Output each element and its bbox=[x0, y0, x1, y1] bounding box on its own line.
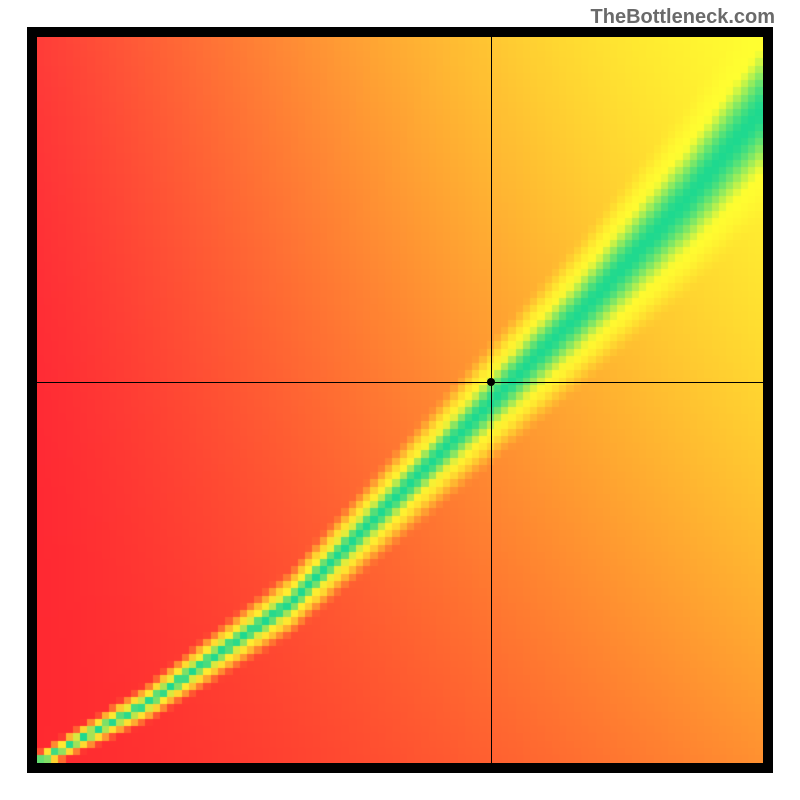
heatmap-canvas bbox=[37, 37, 763, 763]
chart-frame bbox=[27, 27, 773, 773]
crosshair-dot bbox=[487, 378, 495, 386]
plot-area bbox=[37, 37, 763, 763]
crosshair-horizontal bbox=[37, 382, 763, 383]
watermark-text: TheBottleneck.com bbox=[591, 6, 775, 29]
crosshair-vertical bbox=[491, 37, 492, 763]
